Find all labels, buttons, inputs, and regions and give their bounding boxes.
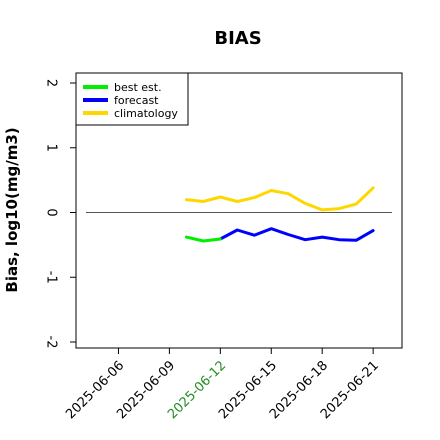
y-tick-label: -2 xyxy=(43,336,58,349)
legend-label: climatology xyxy=(114,107,178,120)
y-axis: -2 -1 0 1 2 xyxy=(43,79,76,349)
y-axis-label: Bias, log10(mg/m3) xyxy=(3,127,21,292)
y-tick-label: 2 xyxy=(43,79,58,87)
series-group xyxy=(184,186,375,243)
legend-label: forecast xyxy=(114,94,159,107)
legend-label: best est. xyxy=(114,81,162,94)
x-axis: 2025-06-062025-06-092025-06-122025-06-15… xyxy=(63,348,382,422)
plot-frame xyxy=(75,72,403,349)
chart-title: BIAS xyxy=(214,28,261,49)
y-tick-label: 1 xyxy=(43,144,58,152)
series-line-forecast xyxy=(218,227,375,242)
series-line-best-est- xyxy=(184,235,222,243)
y-tick-label: 0 xyxy=(43,208,58,216)
series-line-climatology xyxy=(184,186,375,212)
y-tick-label: -1 xyxy=(43,271,58,284)
